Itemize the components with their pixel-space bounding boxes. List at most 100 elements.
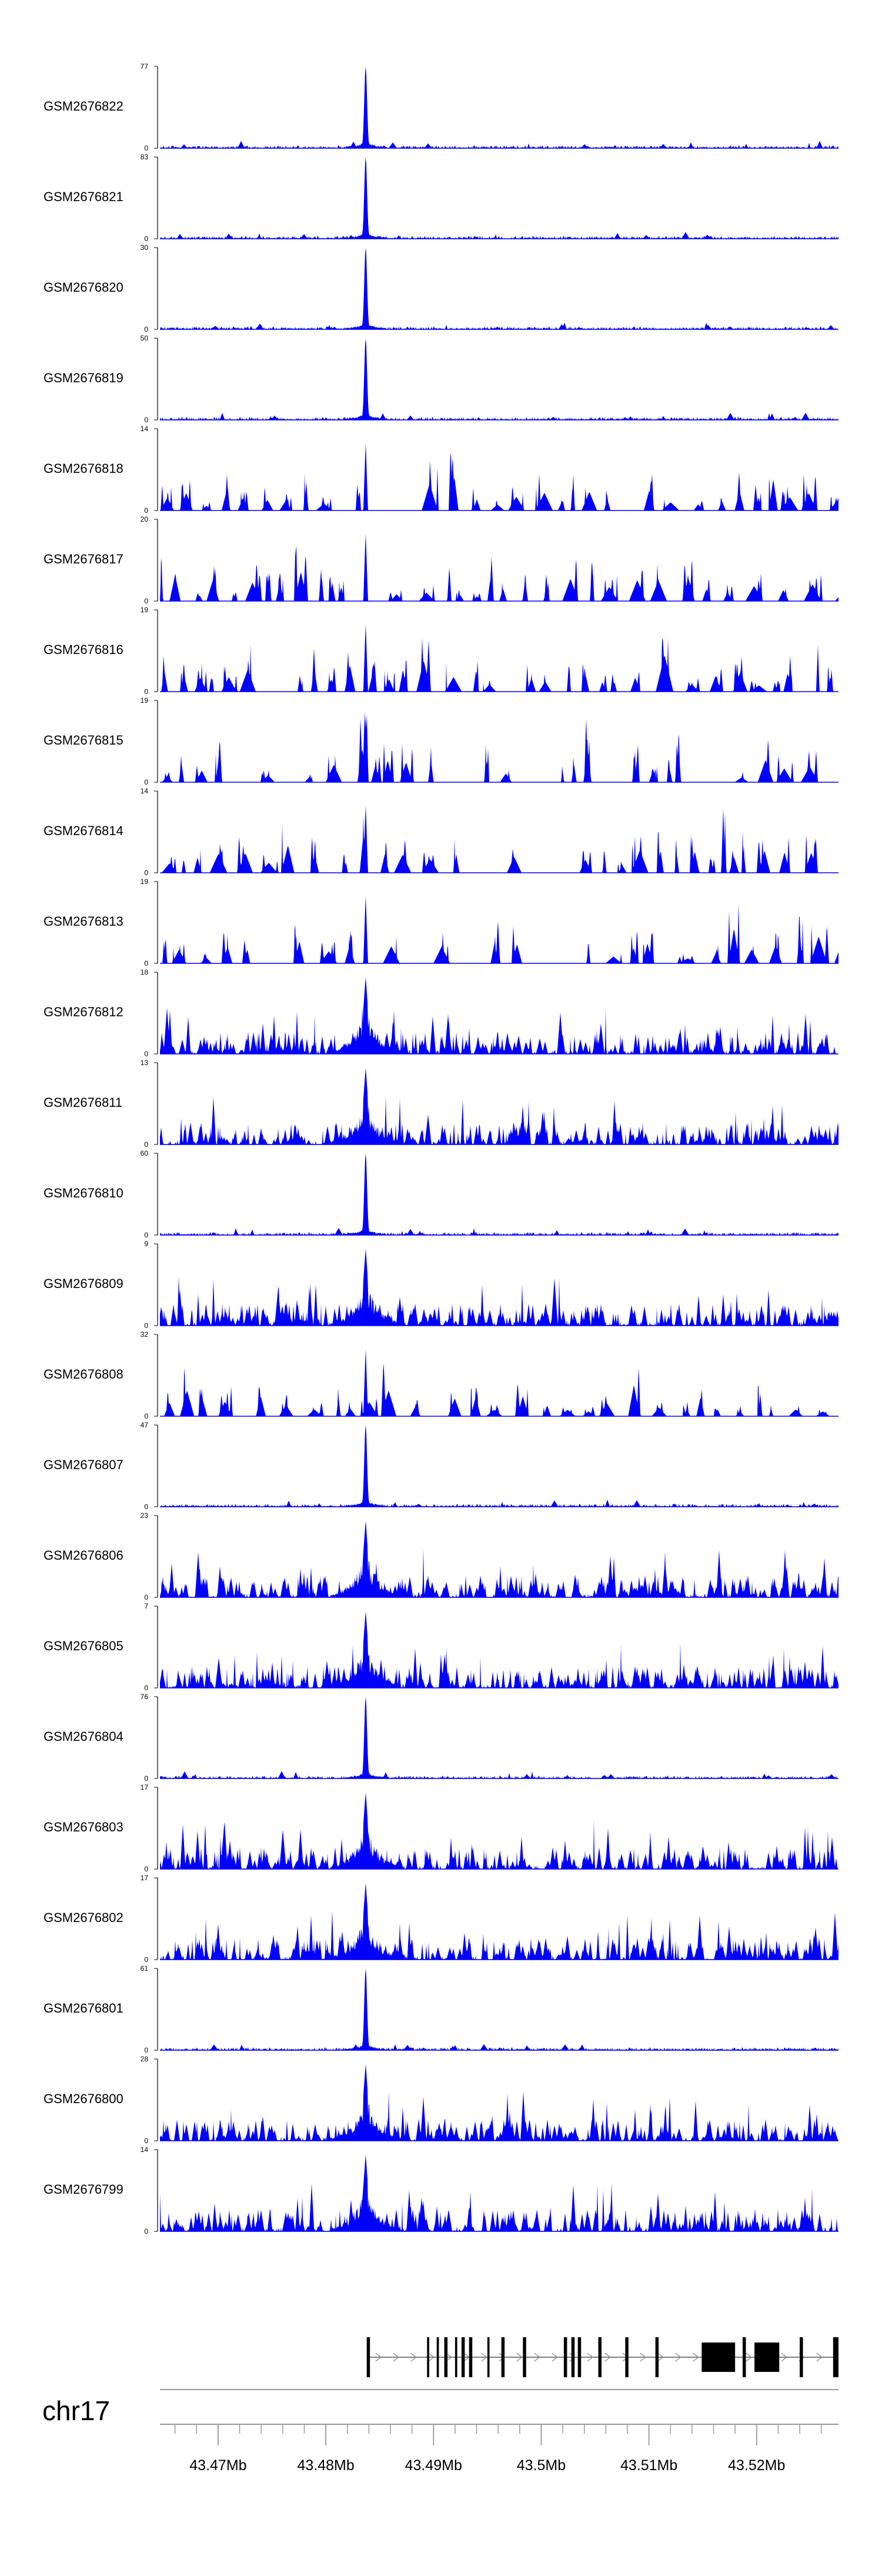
signal-area xyxy=(160,1349,838,1416)
strand-arrow xyxy=(675,2353,681,2362)
y-min-label: 0 xyxy=(144,2227,148,2235)
signal-area xyxy=(160,533,838,601)
gene-exon xyxy=(742,2337,746,2377)
y-min-label: 0 xyxy=(144,1322,148,1330)
gene-exon xyxy=(701,2343,736,2372)
track-GSM2676801: GSM2676801 61 0 xyxy=(44,1964,838,2054)
y-min-label: 0 xyxy=(144,2046,148,2054)
gene-exon xyxy=(571,2337,575,2377)
track-GSM2676814: GSM2676814 14 0 xyxy=(44,787,838,877)
signal-area xyxy=(160,1792,838,1869)
gene-exon xyxy=(366,2337,370,2377)
signal-area xyxy=(160,2154,838,2231)
track-GSM2676804: GSM2676804 76 0 xyxy=(44,1693,838,1783)
y-max-label: 13 xyxy=(141,1059,149,1067)
y-max-label: 83 xyxy=(141,153,149,161)
strand-arrow xyxy=(657,2353,664,2362)
signal-area xyxy=(160,1697,838,1778)
track-GSM2676809: GSM2676809 9 0 xyxy=(44,1240,838,1330)
strand-arrow xyxy=(781,2353,787,2362)
track-label: GSM2676814 xyxy=(44,823,123,838)
y-max-label: 14 xyxy=(141,425,149,433)
track-GSM2676820: GSM2676820 30 0 xyxy=(44,243,838,333)
gene-exon xyxy=(577,2337,582,2377)
y-min-label: 0 xyxy=(144,1503,148,1511)
y-max-label: 14 xyxy=(141,2145,149,2154)
signal-area xyxy=(160,248,838,329)
track-label: GSM2676812 xyxy=(44,1005,123,1019)
y-max-label: 50 xyxy=(141,334,149,342)
track-label: GSM2676806 xyxy=(44,1548,123,1563)
signal-area xyxy=(160,2064,838,2141)
gene-exon xyxy=(625,2337,629,2377)
strand-arrow xyxy=(816,2353,823,2362)
track-label: GSM2676801 xyxy=(44,2001,123,2016)
track-label: GSM2676799 xyxy=(44,2182,123,2197)
strand-arrow xyxy=(463,2353,470,2362)
axis-tick-label: 43.52Mb xyxy=(728,2457,785,2474)
y-max-label: 60 xyxy=(141,1149,149,1157)
signal-area xyxy=(160,1611,838,1688)
signal-tracks: GSM2676822770GSM2676821830GSM2676820300G… xyxy=(44,62,838,2235)
gene-exon xyxy=(523,2337,526,2377)
signal-area xyxy=(160,338,838,420)
y-max-label: 76 xyxy=(141,1693,149,1701)
strand-arrow xyxy=(516,2353,523,2362)
y-min-label: 0 xyxy=(144,1140,148,1149)
axis-tick-label: 43.5Mb xyxy=(517,2457,566,2474)
y-max-label: 17 xyxy=(141,1783,149,1791)
genome-axis: chr17 43.47Mb 43.48Mb 43.49Mb 43.5Mb 43.51Mb… xyxy=(42,2389,838,2474)
y-min-label: 0 xyxy=(144,1865,148,1873)
signal-area xyxy=(160,624,838,692)
y-min-label: 0 xyxy=(144,1956,148,1964)
signal-area xyxy=(160,805,838,873)
y-min-label: 0 xyxy=(144,1774,148,1783)
track-GSM2676821: GSM2676821 83 0 xyxy=(44,153,838,243)
gene-exon xyxy=(754,2343,780,2372)
gene-exon xyxy=(469,2337,473,2377)
strand-arrow xyxy=(587,2353,593,2362)
y-min-label: 0 xyxy=(144,506,148,515)
y-max-label: 18 xyxy=(141,968,149,976)
y-min-label: 0 xyxy=(144,1593,148,1601)
y-min-label: 0 xyxy=(144,416,148,424)
track-GSM2676816: GSM2676816 19 0 xyxy=(44,606,838,696)
signal-area xyxy=(160,443,838,510)
y-max-label: 61 xyxy=(141,1964,149,1973)
signal-area xyxy=(160,157,838,239)
strand-arrow xyxy=(481,2353,487,2362)
track-GSM2676802: GSM2676802 17 0 xyxy=(44,1874,838,1964)
gene-exon xyxy=(427,2337,429,2377)
y-max-label: 32 xyxy=(141,1330,149,1339)
track-GSM2676815: GSM2676815 19 0 xyxy=(44,696,838,786)
strand-arrow xyxy=(393,2353,399,2362)
track-label: GSM2676805 xyxy=(44,1639,123,1653)
track-label: GSM2676807 xyxy=(44,1457,123,1472)
track-label: GSM2676811 xyxy=(44,1095,122,1110)
track-label: GSM2676815 xyxy=(44,733,123,748)
y-max-label: 9 xyxy=(144,1240,148,1248)
track-GSM2676811: GSM2676811 13 0 xyxy=(44,1059,838,1149)
y-min-label: 0 xyxy=(144,1050,148,1058)
strand-arrow xyxy=(410,2353,417,2362)
signal-area xyxy=(160,977,838,1054)
track-label: GSM2676822 xyxy=(44,99,123,114)
track-GSM2676799: GSM2676799 14 0 xyxy=(44,2145,838,2235)
track-GSM2676810: GSM2676810 60 0 xyxy=(44,1149,838,1239)
gene-exon xyxy=(563,2337,567,2377)
y-min-label: 0 xyxy=(144,1231,148,1239)
signal-area xyxy=(160,1425,838,1507)
track-GSM2676800: GSM2676800 28 0 xyxy=(44,2055,838,2145)
axis-tick-label: 43.48Mb xyxy=(297,2457,354,2474)
y-min-label: 0 xyxy=(144,235,148,243)
strand-arrow xyxy=(640,2353,646,2362)
track-label: GSM2676821 xyxy=(44,189,123,204)
track-GSM2676817: GSM2676817 20 0 xyxy=(44,515,838,605)
y-max-label: 19 xyxy=(141,606,149,614)
strand-arrow xyxy=(534,2353,540,2362)
chromosome-label: chr17 xyxy=(42,2395,110,2426)
y-min-label: 0 xyxy=(144,1684,148,1692)
track-GSM2676803: GSM2676803 17 0 xyxy=(44,1783,838,1873)
signal-area xyxy=(160,1249,838,1326)
track-label: GSM2676809 xyxy=(44,1276,123,1291)
